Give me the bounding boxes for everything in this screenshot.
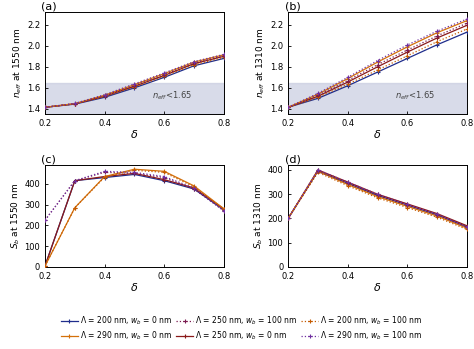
X-axis label: $\delta$: $\delta$ <box>374 281 382 293</box>
Text: (a): (a) <box>41 1 57 12</box>
X-axis label: $\delta$: $\delta$ <box>130 281 138 293</box>
Text: (d): (d) <box>284 154 301 164</box>
Y-axis label: $S_b$ at 1310 nm: $S_b$ at 1310 nm <box>252 183 264 249</box>
Y-axis label: $n_{eff}$ at 1310 nm: $n_{eff}$ at 1310 nm <box>255 28 267 98</box>
Legend: $\Lambda$ = 200 nm, $w_b$ = 0 nm, $\Lambda$ = 290 nm, $w_b$ = 0 nm, $\Lambda$ = : $\Lambda$ = 200 nm, $w_b$ = 0 nm, $\Lamb… <box>58 312 426 345</box>
Bar <box>288 83 467 114</box>
Bar <box>45 83 224 114</box>
Text: $n_{eff}$<1.65: $n_{eff}$<1.65 <box>395 90 436 102</box>
X-axis label: $\delta$: $\delta$ <box>374 128 382 140</box>
Y-axis label: $n_{eff}$ at 1550 nm: $n_{eff}$ at 1550 nm <box>12 28 24 98</box>
Text: $n_{eff}$<1.65: $n_{eff}$<1.65 <box>152 90 192 102</box>
Text: (c): (c) <box>41 154 56 164</box>
Y-axis label: $S_b$ at 1550 nm: $S_b$ at 1550 nm <box>9 183 21 249</box>
Text: (b): (b) <box>284 1 301 12</box>
X-axis label: $\delta$: $\delta$ <box>130 128 138 140</box>
